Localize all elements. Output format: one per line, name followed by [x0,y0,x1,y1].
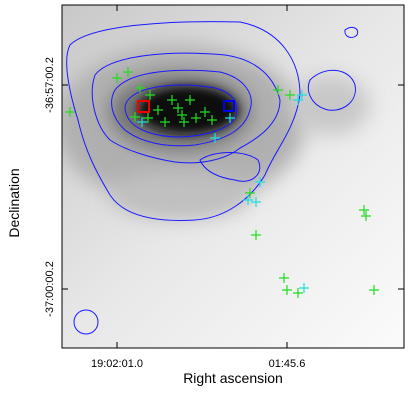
source-cross [200,107,210,117]
y-axis-label: Declination [6,168,22,237]
source-cross [173,103,183,113]
source-cross [145,90,155,100]
contours [66,21,359,335]
source-cross [123,67,133,77]
source-cross [135,83,145,93]
source-cross [282,285,292,295]
source-cross [251,197,261,207]
source-cross [177,110,187,120]
source-cross [285,90,295,100]
source-cross [243,195,253,205]
source-cross [293,95,303,105]
source-cross [279,273,289,283]
source-cross [191,113,201,123]
y-tick-label: -37:00:00.2 [44,261,56,317]
source-cross [245,188,255,198]
source-cross [225,113,235,123]
source-cross [299,283,309,293]
source-cross [112,73,122,83]
y-tick-label: -36:57:00.2 [44,57,56,113]
sky-image [62,5,404,348]
red-marker [137,100,150,113]
source-markers [65,67,379,298]
source-cross [167,95,177,105]
source-cross [207,115,217,125]
source-cross [359,205,369,215]
source-cross [179,117,189,127]
x-axis-label: Right ascension [183,370,283,386]
source-cross [255,177,265,187]
x-tick-label: 19:02:01.0 [91,358,143,370]
ticks [62,5,404,348]
source-cross [210,133,220,143]
source-cross [160,117,170,127]
source-cross [293,288,303,298]
blue-marker [223,100,235,112]
source-cross [130,112,140,122]
x-tick-label: 01:45.6 [269,358,306,370]
source-cross [251,230,261,240]
source-cross [297,90,307,100]
source-cross [137,117,147,127]
source-cross [143,113,153,123]
source-cross [185,95,195,105]
source-cross [273,85,283,95]
plot-frame [61,4,405,349]
source-cross [65,107,75,117]
source-cross [361,211,371,221]
source-cross [369,285,379,295]
source-cross [153,105,163,115]
